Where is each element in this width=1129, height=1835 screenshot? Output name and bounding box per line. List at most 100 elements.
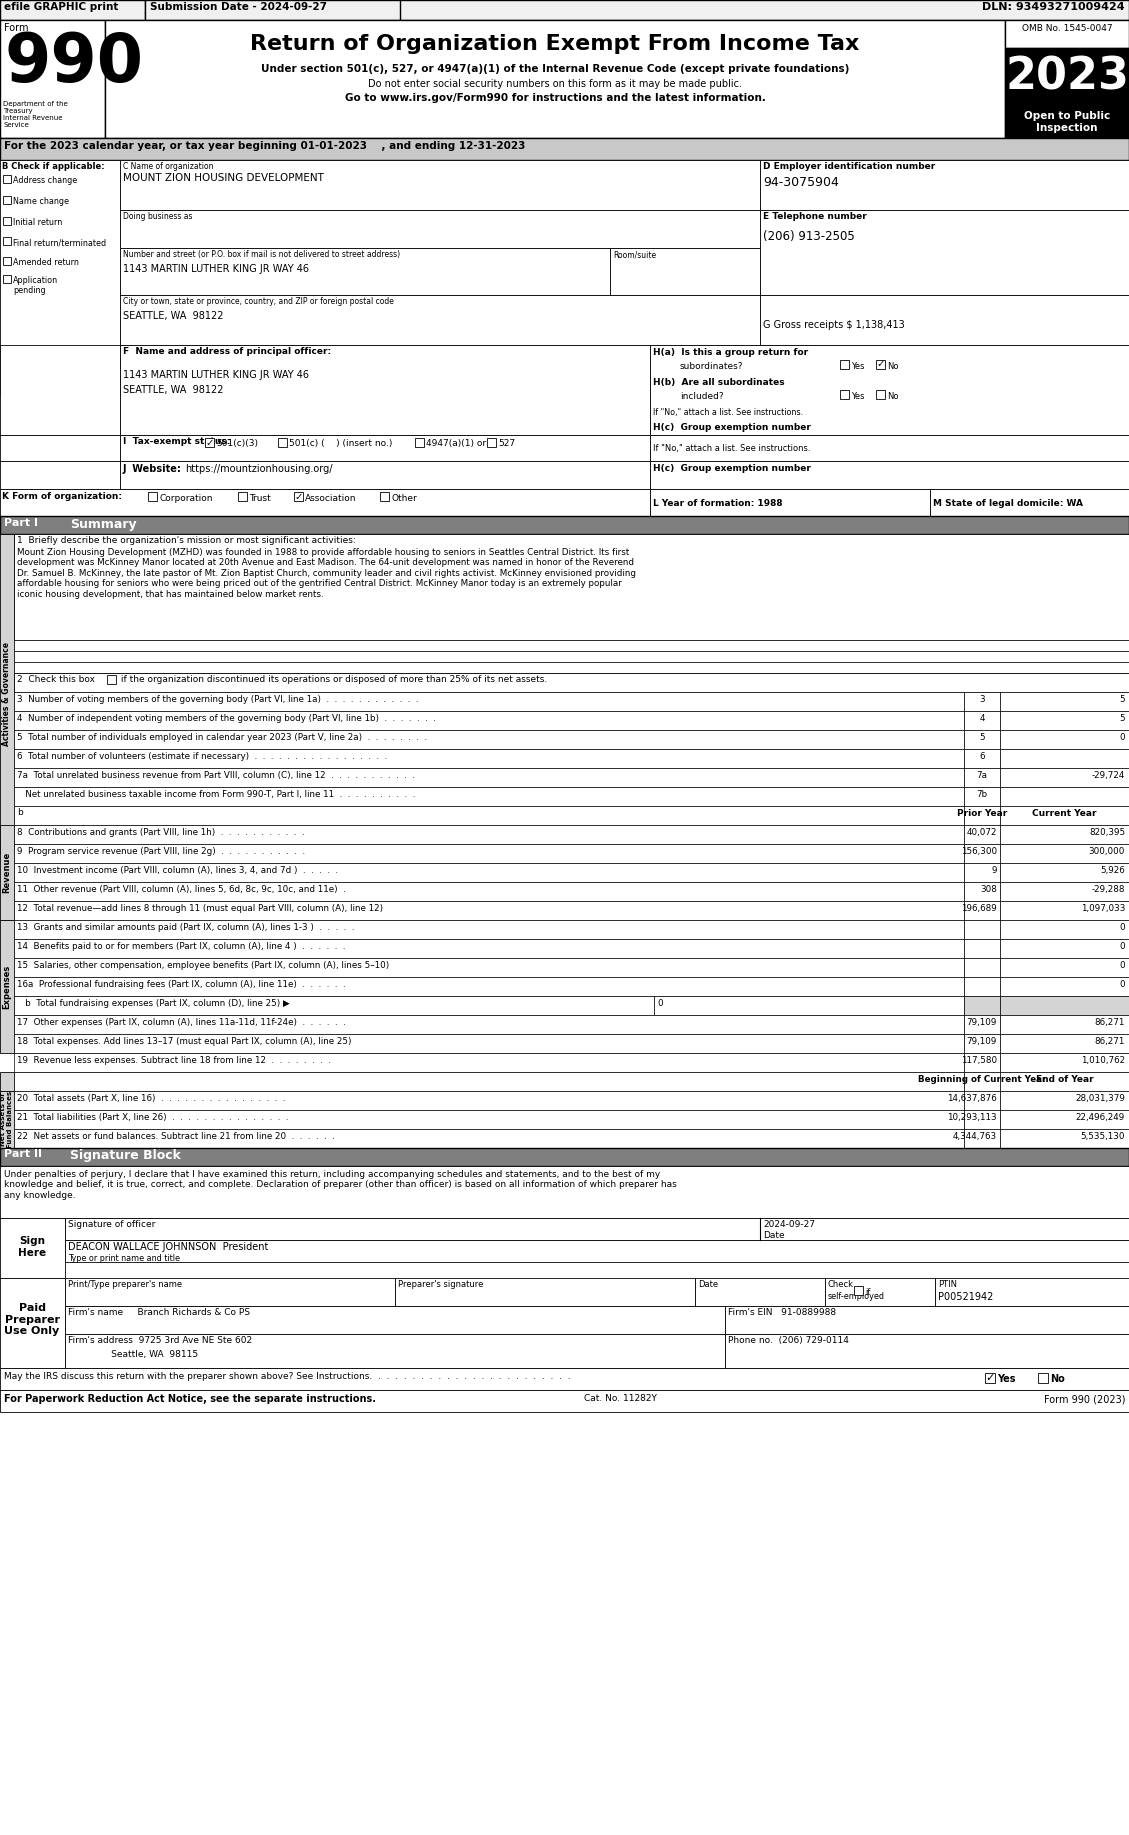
Text: 117,580: 117,580	[961, 1055, 997, 1064]
Text: P00521942: P00521942	[938, 1292, 994, 1303]
Text: Part II: Part II	[5, 1149, 42, 1160]
Bar	[695, 1277, 825, 1307]
Bar	[964, 692, 1000, 710]
Text: 4947(a)(1) or: 4947(a)(1) or	[426, 439, 487, 448]
Text: Name change: Name change	[14, 196, 69, 206]
Bar	[1000, 1092, 1129, 1110]
Bar	[14, 901, 964, 919]
Bar	[107, 675, 116, 684]
Bar	[0, 919, 14, 1053]
Bar	[760, 209, 1129, 295]
Text: City or town, state or province, country, and ZIP or foreign postal code: City or town, state or province, country…	[123, 297, 394, 306]
Text: 16a  Professional fundraising fees (Part IX, column (A), line 11e)  .  .  .  .  : 16a Professional fundraising fees (Part …	[17, 980, 345, 989]
Bar	[14, 730, 964, 749]
Bar	[3, 257, 11, 264]
Text: 15  Salaries, other compensation, employee benefits (Part IX, column (A), lines : 15 Salaries, other compensation, employe…	[17, 962, 390, 971]
Bar	[14, 844, 964, 862]
Bar	[964, 901, 1000, 919]
Text: 5: 5	[1119, 695, 1124, 705]
Bar	[14, 769, 964, 787]
Text: J  Website:: J Website:	[123, 464, 182, 473]
Text: Beginning of Current Year: Beginning of Current Year	[918, 1075, 1047, 1084]
Text: Yes: Yes	[851, 393, 865, 402]
Text: 17  Other expenses (Part IX, column (A), lines 11a-11d, 11f-24e)  .  .  .  .  . : 17 Other expenses (Part IX, column (A), …	[17, 1018, 345, 1028]
Bar	[1000, 710, 1129, 730]
Text: Prior Year: Prior Year	[957, 809, 1007, 818]
Text: 1,097,033: 1,097,033	[1080, 905, 1124, 914]
Bar	[1000, 826, 1129, 844]
Text: 156,300: 156,300	[961, 848, 997, 855]
Bar	[0, 0, 1129, 20]
Text: 12  Total revenue—add lines 8 through 11 (must equal Part VIII, column (A), line: 12 Total revenue—add lines 8 through 11 …	[17, 905, 383, 914]
Text: Open to Public
Inspection: Open to Public Inspection	[1024, 112, 1110, 132]
Text: 501(c)(3): 501(c)(3)	[216, 439, 259, 448]
Text: H(a)  Is this a group return for: H(a) Is this a group return for	[653, 349, 808, 358]
Text: 40,072: 40,072	[966, 828, 997, 837]
Bar	[650, 461, 1129, 488]
Text: 1143 MARTIN LUTHER KING JR WAY 46: 1143 MARTIN LUTHER KING JR WAY 46	[123, 264, 309, 273]
Text: Part I: Part I	[5, 517, 38, 528]
Bar	[3, 217, 11, 226]
Bar	[120, 435, 650, 461]
Bar	[3, 237, 11, 246]
Bar	[0, 1149, 1129, 1165]
Bar	[0, 20, 105, 138]
Text: No: No	[887, 361, 899, 371]
Text: Amended return: Amended return	[14, 259, 79, 268]
Text: Signature Block: Signature Block	[70, 1149, 181, 1162]
Bar	[1000, 1072, 1129, 1092]
Bar	[294, 492, 303, 501]
Text: SEATTLE, WA  98122: SEATTLE, WA 98122	[123, 310, 224, 321]
Bar	[0, 345, 120, 435]
Text: ✓: ✓	[876, 360, 885, 369]
Text: Date: Date	[763, 1231, 785, 1240]
Bar	[1000, 862, 1129, 883]
Text: L Year of formation: 1988: L Year of formation: 1988	[653, 499, 782, 508]
Bar	[120, 160, 760, 209]
Bar	[1000, 806, 1129, 826]
Bar	[65, 1218, 1129, 1240]
Text: 8  Contributions and grants (Part VIII, line 1h)  .  .  .  .  .  .  .  .  .  .  : 8 Contributions and grants (Part VIII, l…	[17, 828, 305, 837]
Text: -29,288: -29,288	[1092, 884, 1124, 894]
Text: if the organization discontinued its operations or disposed of more than 25% of : if the organization discontinued its ope…	[119, 675, 548, 684]
Bar	[0, 1277, 65, 1369]
Bar	[145, 0, 400, 20]
Text: 7a  Total unrelated business revenue from Part VIII, column (C), line 12  .  .  : 7a Total unrelated business revenue from…	[17, 771, 415, 780]
Bar	[1005, 20, 1129, 48]
Text: 9  Program service revenue (Part VIII, line 2g)  .  .  .  .  .  .  .  .  .  .  .: 9 Program service revenue (Part VIII, li…	[17, 848, 305, 855]
Text: b: b	[17, 807, 23, 817]
Bar	[238, 492, 247, 501]
Text: Do not enter social security numbers on this form as it may be made public.: Do not enter social security numbers on …	[368, 79, 742, 90]
Bar	[1000, 996, 1129, 1015]
Bar	[964, 806, 1000, 826]
Text: 3  Number of voting members of the governing body (Part VI, line 1a)  .  .  .  .: 3 Number of voting members of the govern…	[17, 695, 419, 705]
Text: 14,637,876: 14,637,876	[947, 1094, 997, 1103]
Bar	[964, 862, 1000, 883]
Text: 28,031,379: 28,031,379	[1075, 1094, 1124, 1103]
Text: Number and street (or P.O. box if mail is not delivered to street address): Number and street (or P.O. box if mail i…	[123, 250, 400, 259]
Text: 300,000: 300,000	[1088, 848, 1124, 855]
Bar	[650, 345, 1129, 435]
Text: Corporation: Corporation	[159, 494, 212, 503]
Text: 4,344,763: 4,344,763	[953, 1132, 997, 1141]
Bar	[14, 940, 964, 958]
Text: Print/Type preparer's name: Print/Type preparer's name	[68, 1281, 182, 1288]
Bar	[964, 1129, 1000, 1149]
Text: 1143 MARTIN LUTHER KING JR WAY 46: 1143 MARTIN LUTHER KING JR WAY 46	[123, 371, 309, 380]
Bar	[725, 1334, 1129, 1369]
Text: 0: 0	[1119, 962, 1124, 971]
Bar	[14, 1092, 964, 1110]
Text: Activities & Governance: Activities & Governance	[2, 642, 11, 747]
Bar	[278, 439, 287, 448]
Bar	[964, 1053, 1000, 1072]
Bar	[0, 138, 1129, 160]
Bar	[14, 826, 964, 844]
Text: included?: included?	[680, 393, 724, 402]
Text: 79,109: 79,109	[966, 1018, 997, 1028]
Text: Revenue: Revenue	[2, 851, 11, 894]
Bar	[964, 919, 1000, 940]
Bar	[876, 360, 885, 369]
Text: Submission Date - 2024-09-27: Submission Date - 2024-09-27	[150, 2, 327, 13]
Bar	[964, 749, 1000, 769]
Bar	[395, 1277, 695, 1307]
